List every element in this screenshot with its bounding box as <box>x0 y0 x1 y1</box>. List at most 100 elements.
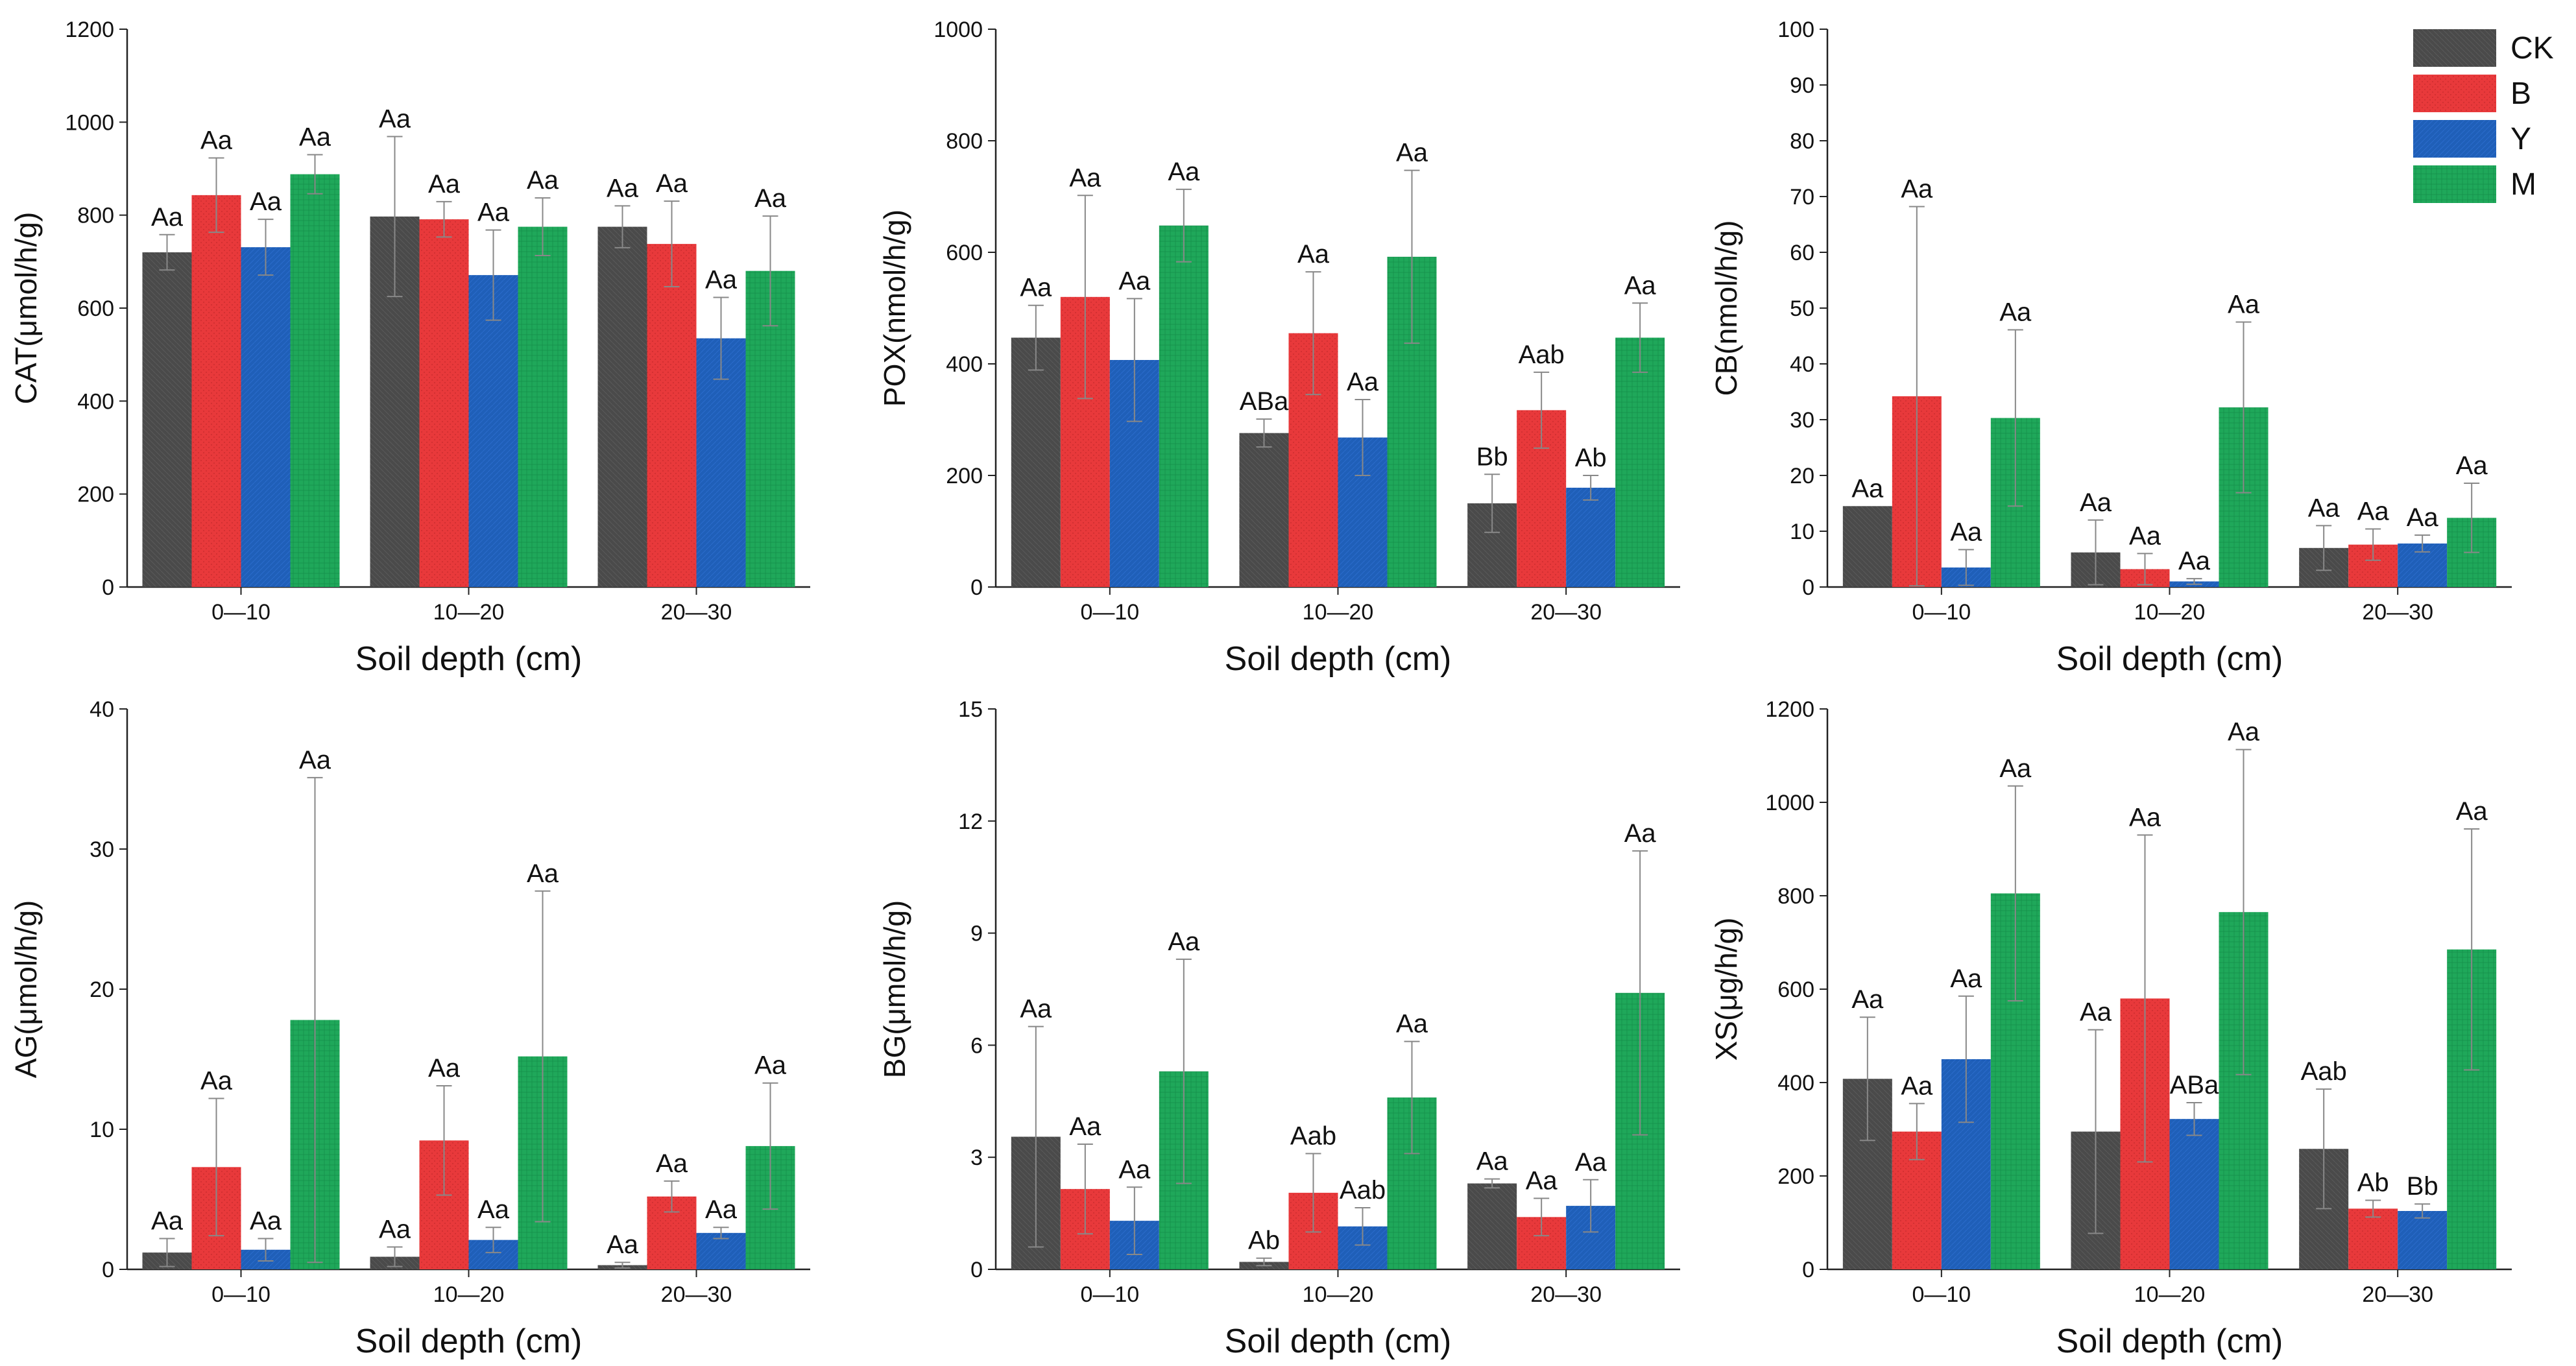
significance-letter: Aa <box>2407 503 2439 532</box>
significance-letter: Aa <box>1950 965 1982 993</box>
y-tick-label: 3 <box>970 1145 983 1170</box>
significance-letter: Aa <box>754 184 787 213</box>
significance-letter: Aa <box>1020 995 1052 1024</box>
y-axis-title: BG(μmol/h/g) <box>878 900 911 1078</box>
significance-letter: Aa <box>607 1230 639 1259</box>
significance-letter: Aa <box>1168 928 1200 956</box>
significance-letter: Aa <box>2129 521 2161 550</box>
chart-xs: 0 200 400 600 800 1000 1200 0—10 10—20 20—30 Soil … <box>1709 697 2512 1360</box>
bar-ck <box>142 252 192 587</box>
y-tick-label: 0 <box>1802 575 1814 600</box>
bar-ck <box>1011 337 1061 587</box>
y-tick-label: 200 <box>946 464 983 488</box>
significance-letter: Aab <box>1340 1176 1386 1204</box>
y-tick-label: 9 <box>970 922 983 946</box>
y-axis-title: POX(nmol/h/g) <box>878 210 911 407</box>
significance-letter: Aa <box>527 859 559 888</box>
y-tick-label: 30 <box>90 837 114 862</box>
significance-letter: Aab <box>1290 1121 1336 1150</box>
significance-letter: Aa <box>428 170 461 198</box>
y-axis-title: AG(μmol/h/g) <box>9 900 43 1078</box>
y-tick-label: 400 <box>77 389 114 414</box>
x-tick-label: 0—10 <box>1912 600 1971 625</box>
y-tick-label: 20 <box>90 977 114 1002</box>
y-tick-label: 0 <box>970 575 983 600</box>
significance-letter: Aa <box>1851 474 1884 503</box>
significance-letter: Aa <box>2228 718 2260 747</box>
bar-b <box>2348 1208 2398 1269</box>
y-tick-label: 100 <box>1777 18 1814 42</box>
y-tick-label: 0 <box>102 1258 114 1282</box>
significance-letter: Aa <box>2228 291 2260 319</box>
significance-letter: Aa <box>1624 819 1657 848</box>
chart-cb: 0 10 20 30 40 50 60 70 80 90 100 0—10 10—20 20—30 Soil… <box>1709 18 2512 678</box>
y-axis-title: CB(nmol/h/g) <box>1709 221 1743 396</box>
significance-letter: ABa <box>2170 1071 2219 1099</box>
significance-letter: Aa <box>151 1206 184 1235</box>
y-tick-label: 80 <box>1790 129 1814 154</box>
significance-letter: Aa <box>379 105 411 134</box>
y-tick-label: 20 <box>1790 464 1814 488</box>
bar-b <box>647 244 697 588</box>
legend-swatch-ck <box>2413 29 2496 67</box>
significance-letter: Aa <box>477 1195 510 1224</box>
x-tick-label: 0—10 <box>1912 1282 1971 1307</box>
y-tick-label: 10 <box>90 1118 114 1142</box>
x-tick-label: 10—20 <box>433 1282 505 1307</box>
bar-y <box>241 247 291 587</box>
x-tick-label: 20—30 <box>661 1282 732 1307</box>
significance-letter: Aa <box>151 203 184 232</box>
chart-cat: 0 200 400 600 800 1000 1200 0—10 10—20 20—30 Soil … <box>9 18 810 678</box>
legend-swatch-b <box>2413 75 2496 112</box>
y-tick-label: 0 <box>970 1258 983 1282</box>
y-tick-label: 60 <box>1790 241 1814 265</box>
y-tick-label: 800 <box>77 204 114 228</box>
significance-letter: Bb <box>2407 1172 2438 1201</box>
bar-m <box>1615 337 1665 587</box>
bar-m <box>1159 225 1209 588</box>
significance-letter: Aa <box>1347 368 1379 396</box>
significance-letter: Aa <box>1168 158 1200 186</box>
legend-label: CK <box>2510 31 2554 66</box>
significance-letter: Aa <box>1526 1167 1558 1195</box>
x-tick-label: 20—30 <box>661 600 732 625</box>
significance-letter: Aa <box>705 266 738 294</box>
significance-letter: ABa <box>1240 387 1289 416</box>
significance-letter: Aa <box>2357 497 2390 526</box>
y-tick-label: 15 <box>958 697 983 722</box>
y-tick-label: 800 <box>946 129 983 154</box>
significance-letter: Aa <box>1901 1072 1933 1100</box>
significance-letter: Aa <box>527 166 559 195</box>
x-axis-title: Soil depth (cm) <box>2056 1323 2283 1360</box>
x-tick-label: 0—10 <box>211 600 271 625</box>
x-tick-label: 10—20 <box>1303 600 1374 625</box>
bar-y <box>1566 487 1616 587</box>
legend-label: M <box>2510 167 2536 202</box>
bar-y <box>2169 1119 2219 1269</box>
significance-letter: Aa <box>1624 271 1657 300</box>
x-axis-title: Soil depth (cm) <box>2056 640 2283 678</box>
y-tick-label: 200 <box>77 483 114 507</box>
x-tick-label: 10—20 <box>433 600 505 625</box>
y-tick-label: 12 <box>958 809 983 834</box>
y-tick-label: 1000 <box>933 18 983 42</box>
significance-letter: Aa <box>1020 274 1052 302</box>
significance-letter: Aa <box>1476 1147 1509 1176</box>
x-tick-label: 20—30 <box>2362 600 2433 625</box>
significance-letter: Aa <box>754 1051 787 1080</box>
bar-m <box>518 226 568 587</box>
y-tick-label: 30 <box>1790 408 1814 433</box>
x-axis-title: Soil depth (cm) <box>1225 1323 1452 1360</box>
x-tick-label: 10—20 <box>2134 1282 2206 1307</box>
y-tick-label: 0 <box>102 575 114 600</box>
significance-letter: Aa <box>1851 985 1884 1014</box>
x-axis-title: Soil depth (cm) <box>355 1323 583 1360</box>
x-tick-label: 20—30 <box>2362 1282 2433 1307</box>
significance-letter: Aa <box>1069 163 1101 192</box>
significance-letter: Aa <box>2308 494 2341 522</box>
bar-ck <box>597 226 647 587</box>
y-tick-label: 40 <box>1790 352 1814 377</box>
significance-letter: Aa <box>1297 240 1330 269</box>
significance-letter: Aa <box>1950 518 1982 546</box>
